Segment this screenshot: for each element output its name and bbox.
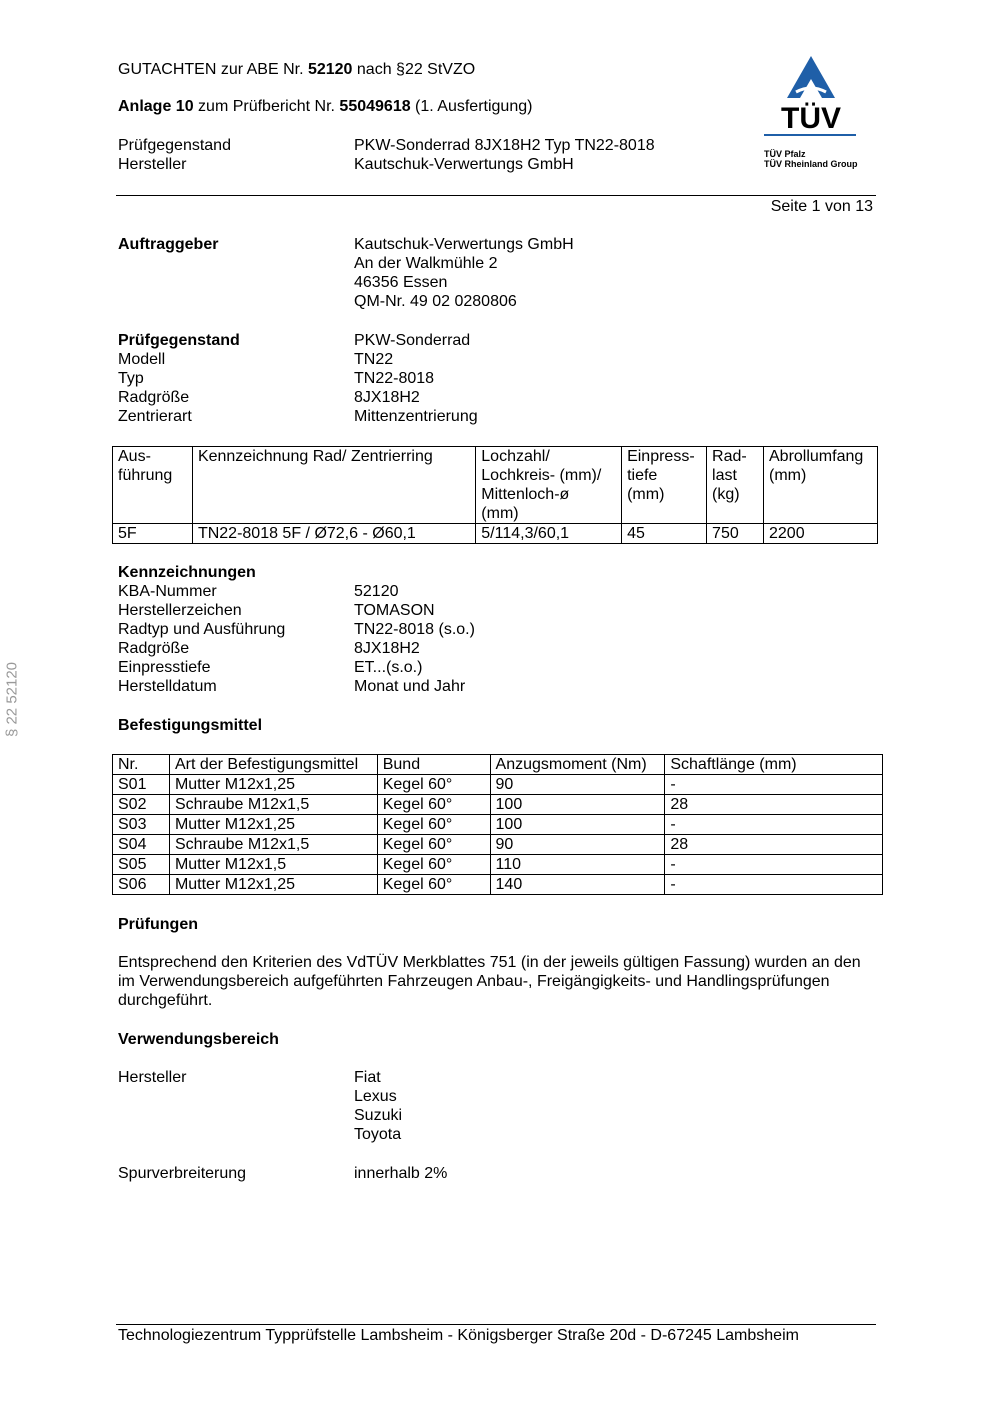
hersteller-label: Hersteller <box>118 1069 187 1086</box>
header-label: Hersteller <box>118 156 187 173</box>
table-cell: S01 <box>112 774 170 795</box>
table-cell: Art der Befestigungsmittel <box>168 754 378 775</box>
table-cell: Kegel 60° <box>376 854 491 875</box>
table-cell: S05 <box>112 854 170 875</box>
header-line1: GUTACHTEN zur ABE Nr. 52120 nach §22 StV… <box>118 61 476 78</box>
table-row: S05 Mutter M12x1,5 Kegel 60° 110- <box>112 854 883 875</box>
table-cell: Nr. <box>112 754 170 775</box>
table-cell: Mutter M12x1,25 <box>168 774 378 795</box>
table-cell: Schaftlänge (mm) <box>664 754 883 775</box>
table-row: S06 Mutter M12x1,25 Kegel 60° 140- <box>112 874 883 895</box>
table-cell: Mutter M12x1,25 <box>168 874 378 895</box>
verwendungsbereich-title: Verwendungsbereich <box>118 1031 279 1048</box>
table-cell: Lochzahl/ Lochkreis- (mm)/ Mittenloch-ø … <box>475 446 623 524</box>
spur-label: Spurverbreiterung <box>118 1165 247 1182</box>
auftraggeber-label: Auftraggeber <box>118 236 219 253</box>
table-cell: 110 <box>489 854 666 875</box>
table-cell: Abrollumfang (mm) <box>763 446 878 524</box>
table-cell: - <box>664 854 883 875</box>
table-cell: S06 <box>112 874 170 895</box>
table-row: S03 Mutter M12x1,25 Kegel 60° 100- <box>112 814 883 835</box>
kennzeichnungen-labels: Kennzeichnungen KBA-Nummer Herstellerzeich… <box>118 564 286 695</box>
pruefgegenstand-values: PKW-Sonderrad TN22 TN22-8018 8JX18H2 Mittenz… <box>354 332 478 425</box>
tuv-logo: TÜV TÜV Pfalz TÜV Rheinland Group <box>756 54 866 174</box>
table-cell: - <box>664 774 883 795</box>
footer-divider <box>116 1324 876 1325</box>
pruefgegenstand-labels: Prüfgegenstand Modell Typ Radgröße Zentriera… <box>118 332 240 425</box>
table-cell: Kegel 60° <box>376 794 491 815</box>
table-cell: Schraube M12x1,5 <box>168 834 378 855</box>
table-cell: Mutter M12x1,25 <box>168 814 378 835</box>
table-header-row: Nr. Art der Befestigungsmittel Bund Anzugsm… <box>112 754 883 775</box>
table-cell: Mutter M12x1,5 <box>168 854 378 875</box>
table-row: S04 Schraube M12x1,5 Kegel 60° 90 28 <box>112 834 883 855</box>
pruefungen-text: Entsprechend den Kriterien des VdTÜV Mer… <box>118 954 861 1009</box>
header-divider <box>116 195 876 196</box>
table-cell: - <box>664 814 883 835</box>
table-cell: - <box>664 874 883 895</box>
table-cell: 45 <box>621 523 708 544</box>
footer-text: Technologiezentrum Typprüfstelle Lambshe… <box>118 1327 799 1344</box>
table-cell: S04 <box>112 834 170 855</box>
table-cell: TN22-8018 5F / Ø72,6 - Ø60,1 <box>191 523 477 544</box>
hersteller-list: Fiat Lexus Suzuki Toyota <box>354 1069 403 1143</box>
table-cell: Bund <box>376 754 491 775</box>
table-cell: 90 <box>489 774 666 795</box>
logo-line1: TÜV Pfalz <box>764 149 806 159</box>
table-cell: 90 <box>489 834 666 855</box>
table-cell: Einpress- tiefe (mm) <box>621 446 708 524</box>
table-cell: Kegel 60° <box>376 874 491 895</box>
table-cell: Aus- führung <box>112 446 193 524</box>
table-cell: Anzugsmoment (Nm) <box>489 754 666 775</box>
side-margin-text: § 22 52120 <box>3 661 21 738</box>
table-cell: S03 <box>112 814 170 835</box>
svg-text:TÜV: TÜV <box>781 102 841 134</box>
header-line2: Anlage 10 zum Prüfbericht Nr. 55049618 (… <box>118 98 533 115</box>
table-header-row: Aus- führung Kennzeichnung Rad/ Zentrierr… <box>112 446 878 524</box>
table-row: S01 Mutter M12x1,25 Kegel 60° 90- <box>112 774 883 795</box>
table-cell: S02 <box>112 794 170 815</box>
table-cell: Schraube M12x1,5 <box>168 794 378 815</box>
header-value: Kautschuk-Verwertungs GmbH <box>354 156 574 173</box>
table-cell: 28 <box>664 794 883 815</box>
header-value: PKW-Sonderrad 8JX18H2 Typ TN22-8018 <box>354 137 655 154</box>
table-cell: Kennzeichnung Rad/ Zentrierring <box>191 446 477 524</box>
table-cell: 750 <box>706 523 764 544</box>
header-label: Prüfgegenstand <box>118 137 231 154</box>
table-cell: 28 <box>664 834 883 855</box>
table-cell: 100 <box>489 814 666 835</box>
fastener-table: Nr. Art der Befestigungsmittel Bund Anzugsm… <box>112 754 883 895</box>
tuv-triangle-icon: TÜV <box>781 56 841 135</box>
table-row: 5F TN22-8018 5F / Ø72,6 - Ø60,1 5/114,3/60… <box>112 523 878 544</box>
table-cell: Kegel 60° <box>376 834 491 855</box>
befestigung-title: Befestigungsmittel <box>118 717 263 734</box>
logo-line2: TÜV Rheinland Group <box>764 159 858 169</box>
pruefungen-title: Prüfungen <box>118 916 198 933</box>
table-row: S02 Schraube M12x1,5 Kegel 60° 100 28 <box>112 794 883 815</box>
page-number: Seite 1 von 13 <box>770 198 873 215</box>
table-cell: 140 <box>489 874 666 895</box>
table-cell: Kegel 60° <box>376 774 491 795</box>
table-cell: 2200 <box>763 523 878 544</box>
spur-value: innerhalb 2% <box>354 1165 448 1182</box>
table-cell: Rad- last (kg) <box>706 446 764 524</box>
table-cell: 5/114,3/60,1 <box>475 523 623 544</box>
wheel-table: Aus- führung Kennzeichnung Rad/ Zentrierr… <box>112 446 878 544</box>
table-cell: 5F <box>112 523 193 544</box>
auftraggeber-address: Kautschuk-Verwertungs GmbH An der Walkmüh… <box>354 236 574 310</box>
table-cell: Kegel 60° <box>376 814 491 835</box>
kennzeichnungen-values: 52120 TOMASON TN22-8018 (s.o.) 8JX18H2 ET...… <box>354 583 475 695</box>
table-cell: 100 <box>489 794 666 815</box>
